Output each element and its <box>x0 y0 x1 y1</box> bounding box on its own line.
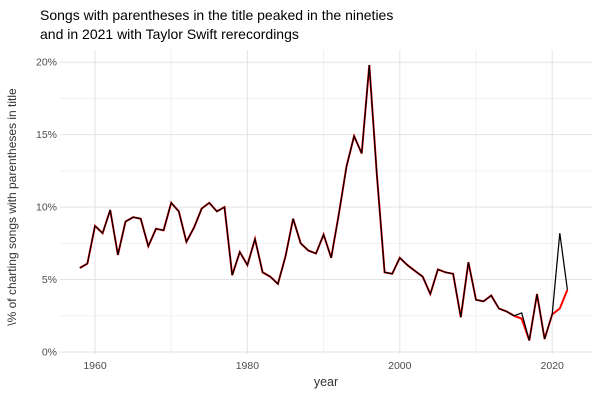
chart-title: Songs with parentheses in the title peak… <box>40 6 393 44</box>
y-tick-label: 20% <box>36 57 57 69</box>
y-tick-label: 10% <box>36 202 57 214</box>
data-lines <box>79 65 569 341</box>
y-tick-label: 0% <box>42 347 57 359</box>
chart-title-line1: Songs with parentheses in the title peak… <box>40 7 394 23</box>
tick-labels: 0% 5% 10% 15% 20% 1960 1980 2000 2020 <box>36 57 564 372</box>
x-tick-label: 1960 <box>83 360 107 372</box>
y-tick-label: 15% <box>36 129 57 141</box>
series-line-with-taylor-swift-rerecordings-black <box>79 65 569 341</box>
x-axis-title: year <box>314 375 338 389</box>
x-tick-label: 2020 <box>541 360 565 372</box>
chart-title-line2: and in 2021 with Taylor Swift rerecordin… <box>40 26 299 42</box>
y-tick-label: 5% <box>42 274 57 286</box>
x-tick-label: 2000 <box>388 360 412 372</box>
gridlines <box>60 50 592 354</box>
x-tick-label: 1980 <box>236 360 260 372</box>
y-axis-title: \% of charting songs with parentheses in… <box>5 88 19 326</box>
